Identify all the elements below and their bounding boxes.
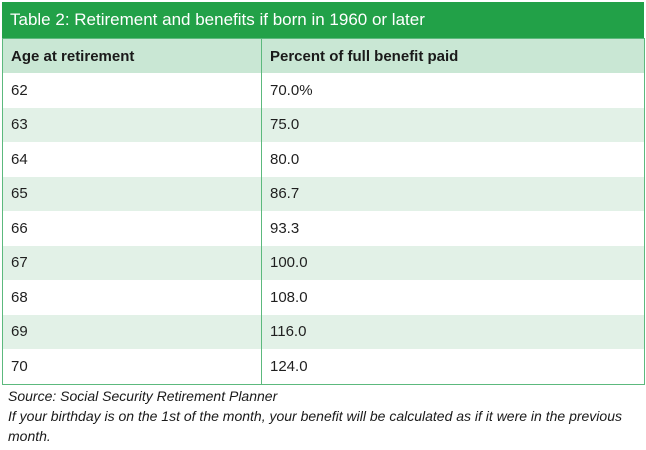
table-row: 68 108.0 (2, 280, 645, 315)
table-header-row: Age at retirement Percent of full benefi… (2, 38, 645, 73)
source-note: Source: Social Security Retirement Plann… (8, 388, 278, 404)
cell-percent: 86.7 (261, 176, 645, 211)
benefits-table: Age at retirement Percent of full benefi… (2, 38, 645, 385)
cell-age: 63 (2, 107, 262, 142)
cell-age: 70 (2, 349, 262, 384)
table-row: 65 86.7 (2, 176, 645, 211)
column-header-percent: Percent of full benefit paid (261, 38, 645, 73)
cell-age: 65 (2, 176, 262, 211)
column-header-age: Age at retirement (2, 38, 262, 73)
cell-percent: 70.0% (261, 73, 645, 108)
birthday-note: If your birthday is on the 1st of the mo… (8, 408, 622, 444)
table-row: 64 80.0 (2, 142, 645, 177)
table-footnotes: Source: Social Security Retirement Plann… (8, 386, 638, 446)
cell-percent: 93.3 (261, 211, 645, 246)
cell-age: 69 (2, 314, 262, 349)
cell-percent: 100.0 (261, 245, 645, 280)
table-row: 62 70.0% (2, 73, 645, 108)
cell-percent: 116.0 (261, 314, 645, 349)
cell-percent: 80.0 (261, 142, 645, 177)
cell-age: 64 (2, 142, 262, 177)
cell-age: 67 (2, 245, 262, 280)
cell-percent: 108.0 (261, 280, 645, 315)
cell-age: 68 (2, 280, 262, 315)
cell-age: 62 (2, 73, 262, 108)
cell-percent: 75.0 (261, 107, 645, 142)
table-row: 66 93.3 (2, 211, 645, 246)
table-row: 63 75.0 (2, 107, 645, 142)
table-title: Table 2: Retirement and benefits if born… (2, 2, 644, 38)
table-row: 67 100.0 (2, 245, 645, 280)
table-row: 69 116.0 (2, 314, 645, 349)
cell-percent: 124.0 (261, 349, 645, 384)
table-row: 70 124.0 (2, 349, 645, 384)
cell-age: 66 (2, 211, 262, 246)
